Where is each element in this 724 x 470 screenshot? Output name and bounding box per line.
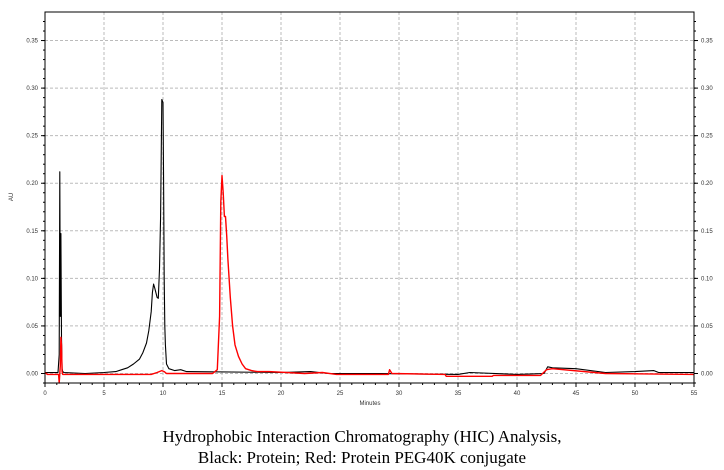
caption-line-1: Hydrophobic Interaction Chromatography (…: [162, 427, 562, 446]
x-tick-label: 20: [278, 391, 285, 397]
x-tick-label: 30: [396, 391, 403, 397]
y-tick-label-left: 0.15: [26, 229, 38, 235]
y-tick-label-left: 0.05: [26, 324, 38, 330]
caption-line-2: Black: Protein; Red: Protein PEG40K conj…: [197, 448, 527, 467]
y-tick-label-left: 0.10: [26, 276, 38, 282]
x-tick-label: 50: [632, 391, 639, 397]
chromatogram-chart: 0 5 10 15 20 25 30 35 40 45 50 55 0.00 0.00 0.05 0.05 0.…: [9, 11, 713, 407]
axis-ticks: 0 5 10 15 20 25 30 35 40 45 50 55 0.00 0.00 0.05 0.05 0.…: [26, 21, 713, 397]
x-tick-label: 35: [455, 391, 462, 397]
series-line-protein: [45, 98, 694, 375]
y-tick-label-right: 0.35: [701, 39, 713, 45]
series-layer: [44, 98, 695, 384]
y-tick-label-right: 0.25: [701, 134, 713, 140]
plot-frame: [44, 11, 695, 384]
x-axis-label: Minutes: [359, 401, 380, 407]
y-tick-label-left: 0.00: [26, 371, 38, 377]
x-tick-label: 0: [43, 391, 47, 397]
x-tick-label: 40: [514, 391, 521, 397]
x-tick-label: 15: [219, 391, 226, 397]
y-tick-label-right: 0.10: [701, 276, 713, 282]
x-tick-label: 10: [160, 391, 167, 397]
series-line-peg-conjugate: [44, 174, 695, 384]
y-tick-label-left: 0.20: [26, 181, 38, 187]
y-tick-label-left: 0.35: [26, 39, 38, 45]
y-tick-label-right: 0.20: [701, 181, 713, 187]
x-tick-label: 5: [102, 391, 106, 397]
y-tick-label-right: 0.05: [701, 324, 713, 330]
y-tick-label-left: 0.30: [26, 86, 38, 92]
y-tick-label-left: 0.25: [26, 134, 38, 140]
grid: [45, 12, 694, 383]
y-tick-label-right: 0.15: [701, 229, 713, 235]
x-tick-label: 25: [337, 391, 344, 397]
y-tick-label-right: 0.00: [701, 371, 713, 377]
x-tick-label: 45: [573, 391, 580, 397]
y-axis-label: AU: [9, 193, 15, 201]
x-tick-label: 55: [691, 391, 698, 397]
y-tick-label-right: 0.30: [701, 86, 713, 92]
